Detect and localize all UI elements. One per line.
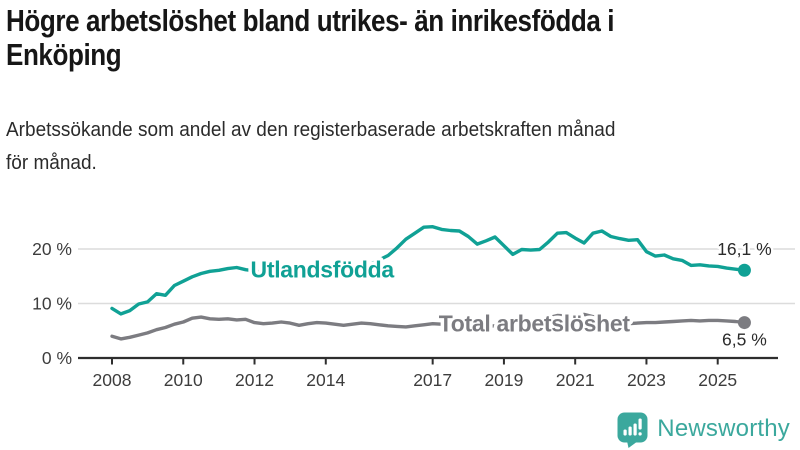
- y-tick-label-20: 20 %: [32, 239, 72, 259]
- newsworthy-brand-name: Newsworthy: [657, 415, 790, 442]
- y-tick-label-10: 10 %: [32, 294, 72, 314]
- x-tick-label-2023: 2023: [627, 370, 666, 390]
- x-tick-label-2010: 2010: [164, 370, 203, 390]
- series-end-value-total-arbetsl-shet: 6,5 %: [722, 330, 767, 350]
- chart-title: Högre arbetslöshet bland utrikes- än inr…: [6, 4, 730, 72]
- series-end-value-utlandsf-dda: 16,1 %: [717, 239, 771, 259]
- x-tick-label-2014: 2014: [306, 370, 345, 390]
- chart-subtitle-line2: för månad.: [6, 152, 97, 174]
- series-line-utlandsf-dda: [110, 224, 747, 316]
- series-end-dot-utlandsf-dda: [737, 263, 751, 277]
- chart-title-line2: Enköping: [6, 37, 122, 72]
- newsworthy-logo: Newsworthy: [615, 410, 790, 448]
- newsworthy-bubble-chart-icon: [617, 412, 648, 448]
- y-tick-label-0: 0 %: [42, 348, 72, 368]
- chart-subtitle: Arbetssökande som andel av den registerb…: [6, 114, 648, 180]
- x-tick-label-2012: 2012: [235, 370, 274, 390]
- series-label-total-arbetsl-shet: Total arbetslöshet: [439, 311, 631, 337]
- x-tick-label-2025: 2025: [698, 370, 737, 390]
- series-line-total-arbetsl-shet: [110, 312, 747, 341]
- x-tick-label-2008: 2008: [93, 370, 132, 390]
- series-end-dot-total-arbetsl-shet: [737, 316, 751, 330]
- chart-subtitle-line1: Arbetssökande som andel av den registerb…: [6, 119, 616, 141]
- series-label-utlandsf-dda: Utlandsfödda: [251, 257, 395, 283]
- x-tick-label-2017: 2017: [413, 370, 452, 390]
- x-tick-label-2021: 2021: [556, 370, 595, 390]
- chart-title-line1: Högre arbetslöshet bland utrikes- än inr…: [6, 3, 615, 38]
- x-tick-label-2019: 2019: [484, 370, 523, 390]
